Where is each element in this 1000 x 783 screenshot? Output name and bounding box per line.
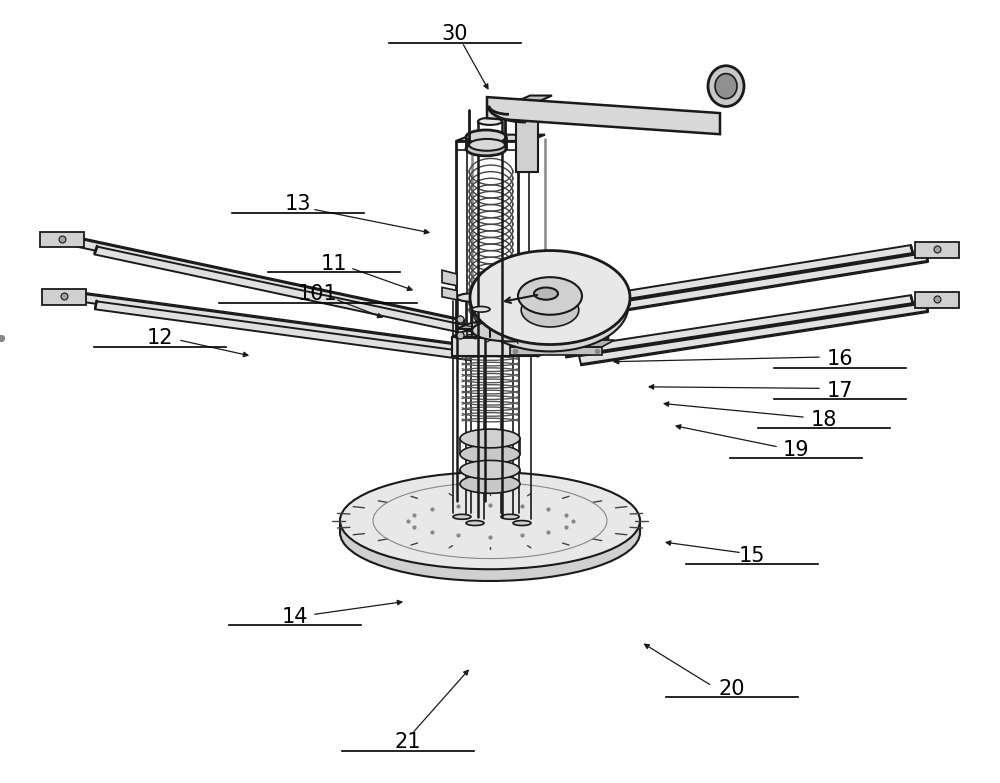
Polygon shape	[563, 253, 913, 311]
Polygon shape	[520, 301, 608, 309]
Text: 18: 18	[811, 410, 837, 430]
Text: 16: 16	[827, 349, 853, 370]
Text: 30: 30	[442, 24, 468, 45]
Polygon shape	[97, 300, 472, 352]
Ellipse shape	[466, 295, 484, 300]
Ellipse shape	[501, 295, 519, 300]
Ellipse shape	[501, 514, 519, 519]
Polygon shape	[42, 289, 86, 305]
Polygon shape	[452, 337, 538, 356]
Polygon shape	[77, 239, 464, 329]
Polygon shape	[95, 247, 482, 337]
Text: 20: 20	[719, 679, 745, 699]
Polygon shape	[81, 292, 456, 345]
Polygon shape	[97, 245, 482, 329]
Polygon shape	[79, 237, 464, 321]
Ellipse shape	[513, 521, 531, 525]
Ellipse shape	[466, 142, 506, 156]
Polygon shape	[538, 331, 551, 356]
Polygon shape	[926, 303, 928, 312]
Ellipse shape	[340, 472, 640, 569]
Text: 14: 14	[282, 607, 308, 627]
Polygon shape	[95, 300, 97, 309]
Polygon shape	[79, 294, 456, 352]
Ellipse shape	[513, 295, 531, 300]
Ellipse shape	[470, 251, 630, 345]
Polygon shape	[487, 97, 720, 134]
Polygon shape	[548, 329, 570, 348]
Ellipse shape	[521, 293, 579, 327]
Polygon shape	[566, 303, 913, 358]
Polygon shape	[452, 331, 551, 337]
Polygon shape	[915, 242, 959, 258]
Ellipse shape	[708, 66, 744, 106]
Ellipse shape	[715, 74, 737, 99]
Polygon shape	[581, 311, 928, 366]
Polygon shape	[926, 253, 928, 262]
Polygon shape	[95, 301, 472, 360]
Text: 11: 11	[321, 254, 347, 274]
Polygon shape	[516, 96, 552, 102]
Ellipse shape	[534, 287, 558, 300]
Ellipse shape	[453, 514, 471, 519]
Ellipse shape	[472, 306, 490, 312]
Polygon shape	[911, 295, 913, 305]
Polygon shape	[456, 323, 545, 329]
Polygon shape	[442, 287, 457, 300]
Ellipse shape	[466, 521, 484, 525]
Ellipse shape	[469, 139, 505, 151]
Ellipse shape	[460, 429, 520, 448]
Polygon shape	[94, 245, 97, 254]
Polygon shape	[578, 261, 928, 319]
Polygon shape	[576, 253, 928, 317]
Ellipse shape	[460, 474, 520, 493]
Ellipse shape	[518, 277, 582, 315]
Polygon shape	[592, 301, 608, 347]
Text: 13: 13	[285, 194, 311, 215]
Polygon shape	[561, 245, 913, 309]
Text: 12: 12	[147, 328, 173, 348]
Ellipse shape	[340, 484, 640, 581]
Ellipse shape	[460, 460, 520, 479]
Polygon shape	[40, 232, 84, 247]
Polygon shape	[442, 270, 457, 286]
Polygon shape	[516, 102, 538, 172]
Text: 19: 19	[783, 440, 809, 460]
Polygon shape	[564, 295, 913, 356]
Ellipse shape	[472, 319, 548, 341]
Ellipse shape	[466, 130, 506, 144]
Polygon shape	[520, 309, 592, 347]
Ellipse shape	[460, 445, 520, 464]
Ellipse shape	[478, 117, 502, 125]
Text: 15: 15	[739, 546, 765, 566]
Ellipse shape	[453, 295, 471, 300]
Polygon shape	[510, 340, 614, 347]
Ellipse shape	[457, 294, 485, 301]
Polygon shape	[79, 292, 81, 301]
Polygon shape	[456, 135, 545, 141]
Text: 21: 21	[395, 732, 421, 752]
Polygon shape	[915, 292, 959, 308]
Polygon shape	[76, 237, 79, 247]
Polygon shape	[579, 303, 928, 364]
Ellipse shape	[472, 259, 628, 352]
Polygon shape	[911, 245, 913, 254]
Text: 17: 17	[827, 381, 853, 401]
Text: 101: 101	[298, 284, 338, 305]
Polygon shape	[510, 347, 602, 355]
